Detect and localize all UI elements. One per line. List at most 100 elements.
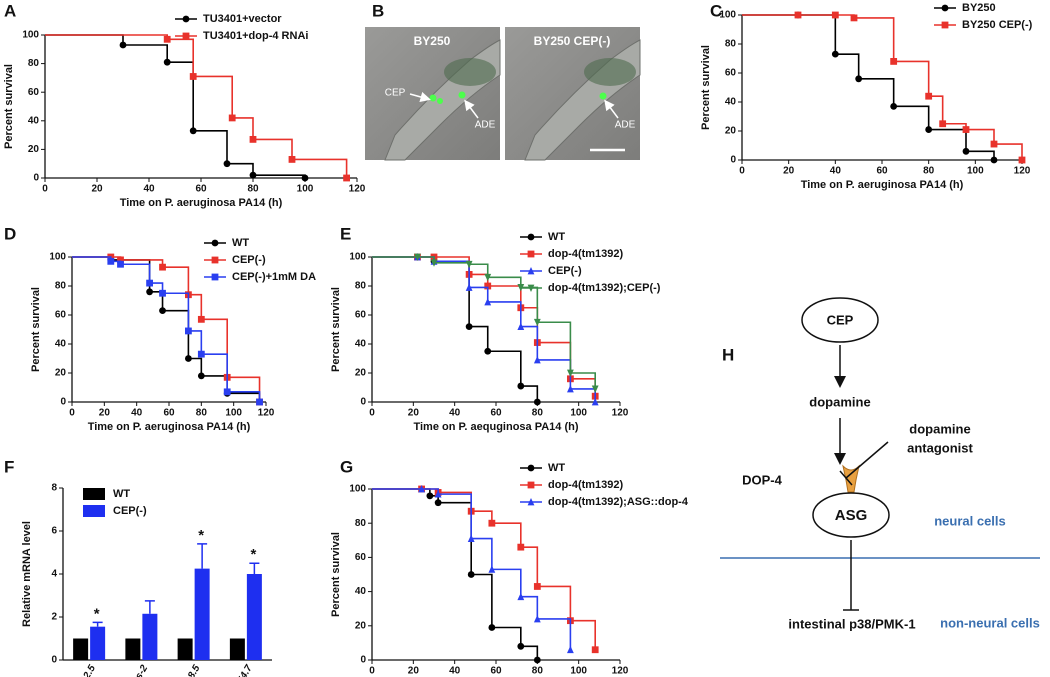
y-tick-label: 20 <box>725 126 737 137</box>
survival-curve <box>372 488 596 650</box>
x-axis-label: Time on P. aeruginosa PA14 (h) <box>88 421 251 433</box>
data-point <box>119 41 127 49</box>
x-tick-label: 120 <box>1014 166 1031 177</box>
x-axis-label: Time on P. aeruginosa PA14 (h) <box>120 197 283 209</box>
x-axis-label: Time on P. aeruginosa PA14 (h) <box>801 179 964 191</box>
data-point <box>426 492 434 500</box>
data-point <box>197 350 205 358</box>
micrograph <box>365 27 501 161</box>
legend-swatch <box>83 505 105 517</box>
legend-marker <box>527 267 535 275</box>
legend-marker <box>211 239 219 247</box>
y-tick-label: 40 <box>28 115 40 126</box>
data-point <box>107 257 115 265</box>
data-point <box>925 92 933 100</box>
x-tick-label: 40 <box>143 184 155 195</box>
x-tick-label: 40 <box>449 666 461 677</box>
bar <box>73 638 89 660</box>
y-tick-label: 20 <box>355 368 367 379</box>
legend-marker <box>527 498 535 506</box>
x-tick-label: 0 <box>69 408 75 419</box>
survival-curve <box>372 256 539 402</box>
x-tick-label: 120 <box>612 408 629 419</box>
legend-marker <box>527 464 535 472</box>
y-tick-label: 80 <box>725 39 737 50</box>
data-point <box>465 323 473 330</box>
y-tick-label: 100 <box>349 252 366 263</box>
x-tick-label: lys-2 <box>129 663 150 677</box>
legend-marker <box>211 256 219 264</box>
legend-label: CEP(-) <box>232 254 266 266</box>
data-point <box>488 624 496 631</box>
x-tick-label: K08D8.5 <box>173 663 202 677</box>
data-point <box>146 279 153 287</box>
data-point <box>591 385 599 393</box>
legend-marker <box>527 481 535 489</box>
data-point <box>484 347 492 355</box>
significance: * <box>250 546 256 563</box>
legend-label: dop-4(tm1392);ASG::dop-4 <box>548 496 689 508</box>
x-tick-label: 120 <box>258 408 275 419</box>
y-axis-label: Relative mRNA level <box>21 521 33 627</box>
x-tick-label: 80 <box>532 666 544 677</box>
region-label: neural cells <box>934 513 1006 528</box>
legend-label: dop-4(tm1392);CEP(-) <box>548 282 661 294</box>
x-tick-label: 80 <box>247 184 259 195</box>
legend-marker <box>941 21 949 29</box>
survival-curve <box>372 488 539 660</box>
survival-curve <box>742 14 995 160</box>
data-point <box>591 646 599 654</box>
data-point <box>467 571 475 578</box>
data-point <box>430 259 438 267</box>
y-tick-label: 100 <box>22 30 39 41</box>
x-tick-label: 20 <box>408 666 420 677</box>
data-point <box>533 656 541 664</box>
data-point <box>517 382 525 390</box>
bar <box>246 574 262 660</box>
data-point <box>249 171 257 179</box>
x-tick-label: 20 <box>99 408 111 419</box>
x-tick-label: 60 <box>195 184 207 195</box>
panel-letter: D <box>4 224 16 243</box>
survival-curve <box>372 256 596 402</box>
y-tick-label: 80 <box>28 58 40 69</box>
node-label: dopamine <box>809 394 870 409</box>
node-label: antagonist <box>907 440 973 455</box>
legend-label: dop-4(tm1392) <box>548 248 624 260</box>
x-tick-label: 60 <box>490 408 502 419</box>
bar <box>177 638 193 660</box>
panel-letter: F <box>4 457 14 476</box>
node-label: intestinal p38/PMK-1 <box>788 616 915 631</box>
legend-marker <box>941 4 949 12</box>
x-tick-label: 0 <box>369 666 375 677</box>
data-point <box>159 289 166 297</box>
data-point <box>159 263 166 271</box>
y-tick-label: 60 <box>725 68 737 79</box>
y-tick-label: 0 <box>33 173 39 184</box>
data-point <box>484 282 492 290</box>
data-point <box>517 322 525 330</box>
panel-letter: B <box>372 1 384 20</box>
y-tick-label: 0 <box>51 655 57 666</box>
data-point <box>465 260 473 269</box>
data-point <box>163 58 171 66</box>
y-tick-label: 80 <box>355 518 367 529</box>
survival-curve <box>45 34 306 178</box>
data-point <box>467 534 475 542</box>
y-tick-label: 20 <box>55 368 67 379</box>
legend-label: WT <box>113 488 130 500</box>
y-axis-label: Percent survival <box>330 287 342 372</box>
legend-marker <box>182 32 190 40</box>
data-point <box>223 388 231 396</box>
x-tick-label: 60 <box>490 666 502 677</box>
y-tick-label: 60 <box>355 310 367 321</box>
data-point <box>484 297 492 306</box>
x-tick-label: 0 <box>42 184 48 195</box>
x-tick-label: F35E12.5 <box>67 663 98 677</box>
y-tick-label: 80 <box>55 281 67 292</box>
data-point <box>434 490 442 498</box>
image-label: ADE <box>615 120 636 131</box>
y-tick-label: 2 <box>51 612 57 623</box>
y-tick-label: 6 <box>51 526 57 537</box>
